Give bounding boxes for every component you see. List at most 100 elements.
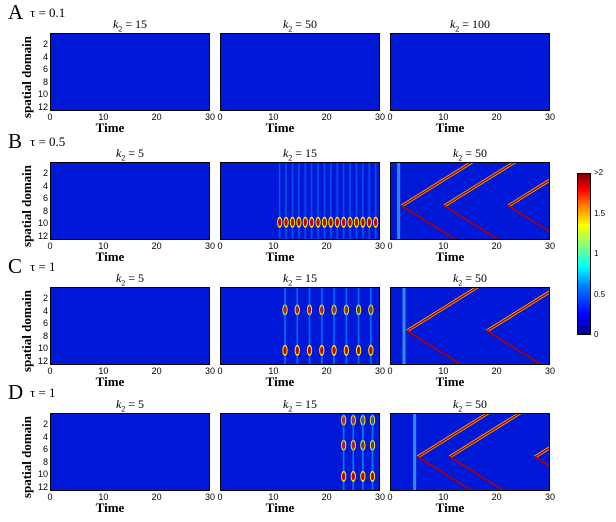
spot-mark [348, 218, 352, 227]
spot-mark [303, 218, 307, 227]
x-tick-label: 10 [98, 112, 109, 122]
heatmap-canvas [402, 288, 549, 364]
spot-mark [369, 346, 373, 355]
heatmap-panel [50, 33, 210, 111]
spot-mark [295, 346, 299, 355]
heatmap-panel [220, 162, 380, 240]
wave-mark [443, 205, 499, 239]
x-tick-label: 30 [544, 241, 556, 251]
y-tick-label: 4 [42, 51, 48, 62]
x-tick-label: 20 [321, 241, 332, 251]
wave-halo-mark [448, 414, 522, 459]
x-tick-label: 10 [438, 241, 449, 251]
heatmap-canvas [51, 288, 210, 365]
x-tick-label: 10 [98, 492, 109, 502]
x-tick-label: 20 [491, 241, 502, 251]
wave-mark [401, 163, 473, 207]
heatmap-panel [220, 33, 380, 111]
x-tick-label: 0 [387, 366, 393, 376]
y-tick-label: 8 [42, 76, 48, 87]
row-label: B [8, 129, 23, 153]
colorbar-tick-label: 0.5 [594, 289, 606, 299]
spot-mark [344, 346, 349, 355]
heatmap-canvas [282, 288, 374, 364]
x-axis-title: Time [435, 500, 465, 515]
x-axis-title: Time [95, 249, 125, 264]
y-tick-label: 2 [42, 39, 48, 50]
panel-title: k2 = 15 [282, 397, 318, 414]
wave-mark [507, 179, 549, 207]
x-tick-label: 0 [217, 366, 223, 376]
x-axis-title: Time [265, 374, 295, 389]
x-axis-title: Time [435, 120, 465, 135]
spot-mark [284, 218, 288, 227]
x-tick-label: 0 [47, 112, 53, 122]
panel-title: k2 = 15 [282, 271, 318, 288]
colorbar [577, 173, 591, 335]
heatmap-panel [50, 413, 210, 491]
y-tick-label: 10 [37, 343, 48, 354]
y-tick-label: 2 [42, 419, 48, 430]
x-tick-label: 30 [544, 366, 556, 376]
x-tick-label: 10 [268, 112, 279, 122]
spot-mark [307, 346, 312, 355]
heatmap-canvas [341, 414, 376, 490]
spot-mark [320, 346, 324, 355]
panel-title: k2 = 5 [115, 271, 145, 288]
x-tick-label: 20 [151, 112, 162, 122]
spot-mark [283, 346, 287, 355]
y-tick-label: 8 [42, 456, 48, 467]
x-tick-label: 0 [387, 241, 393, 251]
y-tick-label: 6 [42, 318, 48, 329]
row-label: C [8, 254, 23, 278]
heatmap-canvas [397, 163, 549, 239]
y-tick-label: 2 [42, 293, 48, 304]
y-tick-label: 12 [37, 481, 48, 492]
spot-mark [277, 218, 282, 227]
wave-halo-mark [406, 288, 479, 333]
x-tick-label: 30 [374, 366, 386, 376]
x-tick-label: 10 [268, 492, 279, 502]
x-tick-label: 10 [438, 112, 449, 122]
spot-mark [341, 218, 346, 227]
heatmap-canvas [51, 414, 210, 491]
y-tick-label: 10 [37, 89, 48, 100]
x-tick-label: 20 [321, 366, 332, 376]
y-tick-label: 8 [42, 330, 48, 341]
spot-mark [335, 218, 339, 227]
heatmap-panel [390, 162, 550, 240]
wave-mark [507, 205, 549, 233]
x-tick-label: 0 [217, 492, 223, 502]
x-axis-title: Time [95, 120, 125, 135]
x-axis-title: Time [435, 249, 465, 264]
spot-mark [329, 218, 333, 227]
x-tick-label: 0 [47, 241, 53, 251]
spot-mark [309, 218, 314, 227]
heatmap-panel [390, 287, 550, 365]
heatmap-canvas [221, 34, 380, 111]
panel-title: k2 = 5 [115, 146, 145, 163]
heatmap-canvas [277, 163, 379, 239]
x-tick-label: 0 [47, 492, 53, 502]
tau-label: τ = 0.1 [30, 5, 66, 20]
spot-mark [332, 346, 336, 355]
wave-mark [417, 456, 473, 490]
row-label: D [8, 380, 24, 404]
x-axis-title: Time [95, 374, 125, 389]
spot-mark [290, 218, 295, 227]
panel-title: k2 = 100 [449, 17, 491, 34]
x-tick-label: 20 [491, 492, 502, 502]
x-tick-label: 30 [204, 112, 216, 122]
y-tick-label: 12 [37, 355, 48, 366]
spot-mark [356, 346, 361, 355]
x-tick-label: 20 [151, 492, 162, 502]
x-axis-title: Time [435, 374, 465, 389]
x-tick-label: 10 [98, 241, 109, 251]
y-tick-label: 6 [42, 64, 48, 75]
heatmap-panel [220, 413, 380, 491]
spot-mark [351, 472, 355, 481]
y-tick-label: 10 [37, 469, 48, 480]
x-tick-label: 10 [268, 366, 279, 376]
wave-mark [417, 414, 489, 458]
